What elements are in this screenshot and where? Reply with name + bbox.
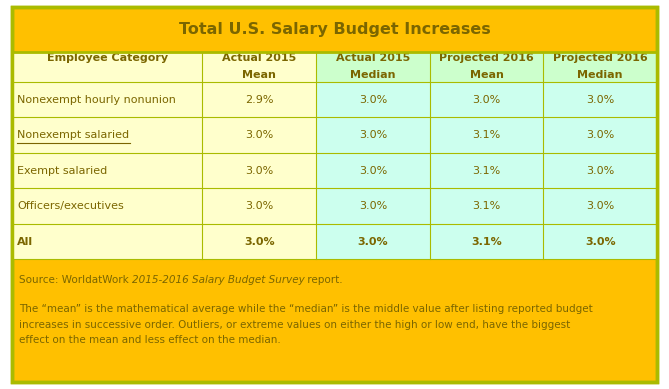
Text: Exempt salaried: Exempt salaried bbox=[17, 166, 108, 176]
Text: Median: Median bbox=[577, 70, 623, 81]
Text: 3.0%: 3.0% bbox=[359, 130, 387, 140]
Bar bbox=[429, 153, 543, 188]
Bar bbox=[12, 188, 203, 224]
Text: Median: Median bbox=[350, 70, 395, 81]
Text: 3.1%: 3.1% bbox=[472, 201, 500, 211]
Text: Projected 2016: Projected 2016 bbox=[439, 53, 534, 63]
Text: Employee Category: Employee Category bbox=[47, 53, 168, 63]
Bar bbox=[429, 52, 543, 82]
Text: 3.0%: 3.0% bbox=[359, 95, 387, 105]
Bar bbox=[429, 224, 543, 259]
Text: 3.0%: 3.0% bbox=[358, 237, 388, 247]
Text: 3.1%: 3.1% bbox=[472, 166, 500, 176]
Bar bbox=[203, 52, 316, 82]
Bar bbox=[316, 82, 429, 117]
Text: Actual 2015: Actual 2015 bbox=[222, 53, 296, 63]
Text: 3.0%: 3.0% bbox=[586, 166, 614, 176]
Bar bbox=[316, 52, 429, 82]
Text: 3.0%: 3.0% bbox=[245, 166, 274, 176]
Bar bbox=[543, 117, 657, 153]
Text: Total U.S. Salary Budget Increases: Total U.S. Salary Budget Increases bbox=[179, 22, 490, 37]
Text: 3.0%: 3.0% bbox=[244, 237, 274, 247]
Text: 3.0%: 3.0% bbox=[359, 166, 387, 176]
Bar bbox=[316, 117, 429, 153]
Bar bbox=[543, 52, 657, 82]
Bar bbox=[12, 224, 203, 259]
Text: Projected 2016: Projected 2016 bbox=[553, 53, 648, 63]
Bar bbox=[203, 82, 316, 117]
Bar bbox=[12, 52, 203, 82]
Text: 3.1%: 3.1% bbox=[472, 130, 500, 140]
Text: Source: WorldatWork: Source: WorldatWork bbox=[19, 275, 132, 285]
Bar bbox=[203, 224, 316, 259]
Text: Nonexempt hourly nonunion: Nonexempt hourly nonunion bbox=[17, 95, 176, 105]
Text: Mean: Mean bbox=[470, 70, 504, 81]
Bar bbox=[203, 188, 316, 224]
Text: 3.0%: 3.0% bbox=[586, 95, 614, 105]
Bar bbox=[12, 117, 203, 153]
Text: 2015-2016 Salary Budget Survey: 2015-2016 Salary Budget Survey bbox=[132, 275, 304, 285]
Text: 2.9%: 2.9% bbox=[245, 95, 274, 105]
Bar bbox=[12, 52, 657, 259]
Bar bbox=[12, 153, 203, 188]
Bar bbox=[203, 117, 316, 153]
Bar bbox=[203, 153, 316, 188]
Bar bbox=[316, 153, 429, 188]
Text: 3.0%: 3.0% bbox=[245, 130, 274, 140]
Bar bbox=[12, 82, 203, 117]
Text: Officers/executives: Officers/executives bbox=[17, 201, 124, 211]
Text: 3.0%: 3.0% bbox=[472, 95, 500, 105]
Text: All: All bbox=[17, 237, 33, 247]
Bar bbox=[543, 188, 657, 224]
Bar bbox=[429, 188, 543, 224]
Bar bbox=[429, 82, 543, 117]
Text: report.: report. bbox=[304, 275, 343, 285]
Bar bbox=[543, 82, 657, 117]
Text: 3.0%: 3.0% bbox=[359, 201, 387, 211]
Text: 3.1%: 3.1% bbox=[471, 237, 502, 247]
Text: 3.0%: 3.0% bbox=[586, 130, 614, 140]
Bar bbox=[316, 188, 429, 224]
Bar bbox=[543, 224, 657, 259]
Text: 3.0%: 3.0% bbox=[245, 201, 274, 211]
Bar bbox=[316, 224, 429, 259]
Text: Mean: Mean bbox=[242, 70, 276, 81]
Bar bbox=[543, 153, 657, 188]
Bar bbox=[429, 117, 543, 153]
Text: Actual 2015: Actual 2015 bbox=[336, 53, 410, 63]
Text: 3.0%: 3.0% bbox=[585, 237, 615, 247]
Text: The “mean” is the mathematical average while the “median” is the middle value af: The “mean” is the mathematical average w… bbox=[19, 304, 593, 345]
Text: 3.0%: 3.0% bbox=[586, 201, 614, 211]
Text: Nonexempt salaried: Nonexempt salaried bbox=[17, 130, 130, 140]
